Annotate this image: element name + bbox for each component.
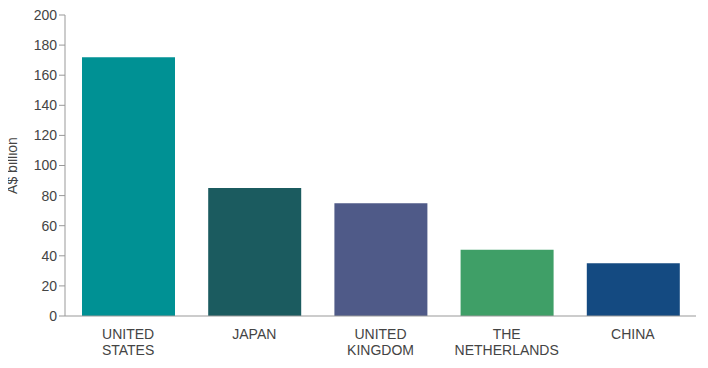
svg-text:200: 200	[34, 8, 58, 23]
svg-text:180: 180	[34, 37, 58, 53]
svg-text:20: 20	[41, 278, 57, 294]
svg-text:100: 100	[34, 157, 58, 173]
svg-text:UNITEDKINGDOM: UNITEDKINGDOM	[347, 326, 414, 358]
svg-text:120: 120	[34, 127, 58, 143]
svg-text:JAPAN: JAPAN	[232, 326, 276, 342]
svg-text:A$ billion: A$ billion	[8, 137, 20, 194]
svg-text:160: 160	[34, 67, 58, 83]
svg-text:UNITEDSTATES: UNITEDSTATES	[102, 326, 154, 358]
svg-text:60: 60	[41, 218, 57, 234]
svg-text:80: 80	[41, 188, 57, 204]
svg-text:0: 0	[49, 308, 57, 324]
svg-text:CHINA: CHINA	[611, 326, 655, 342]
svg-text:THENETHERLANDS: THENETHERLANDS	[455, 326, 559, 358]
svg-text:140: 140	[34, 97, 58, 113]
svg-text:40: 40	[41, 248, 57, 264]
